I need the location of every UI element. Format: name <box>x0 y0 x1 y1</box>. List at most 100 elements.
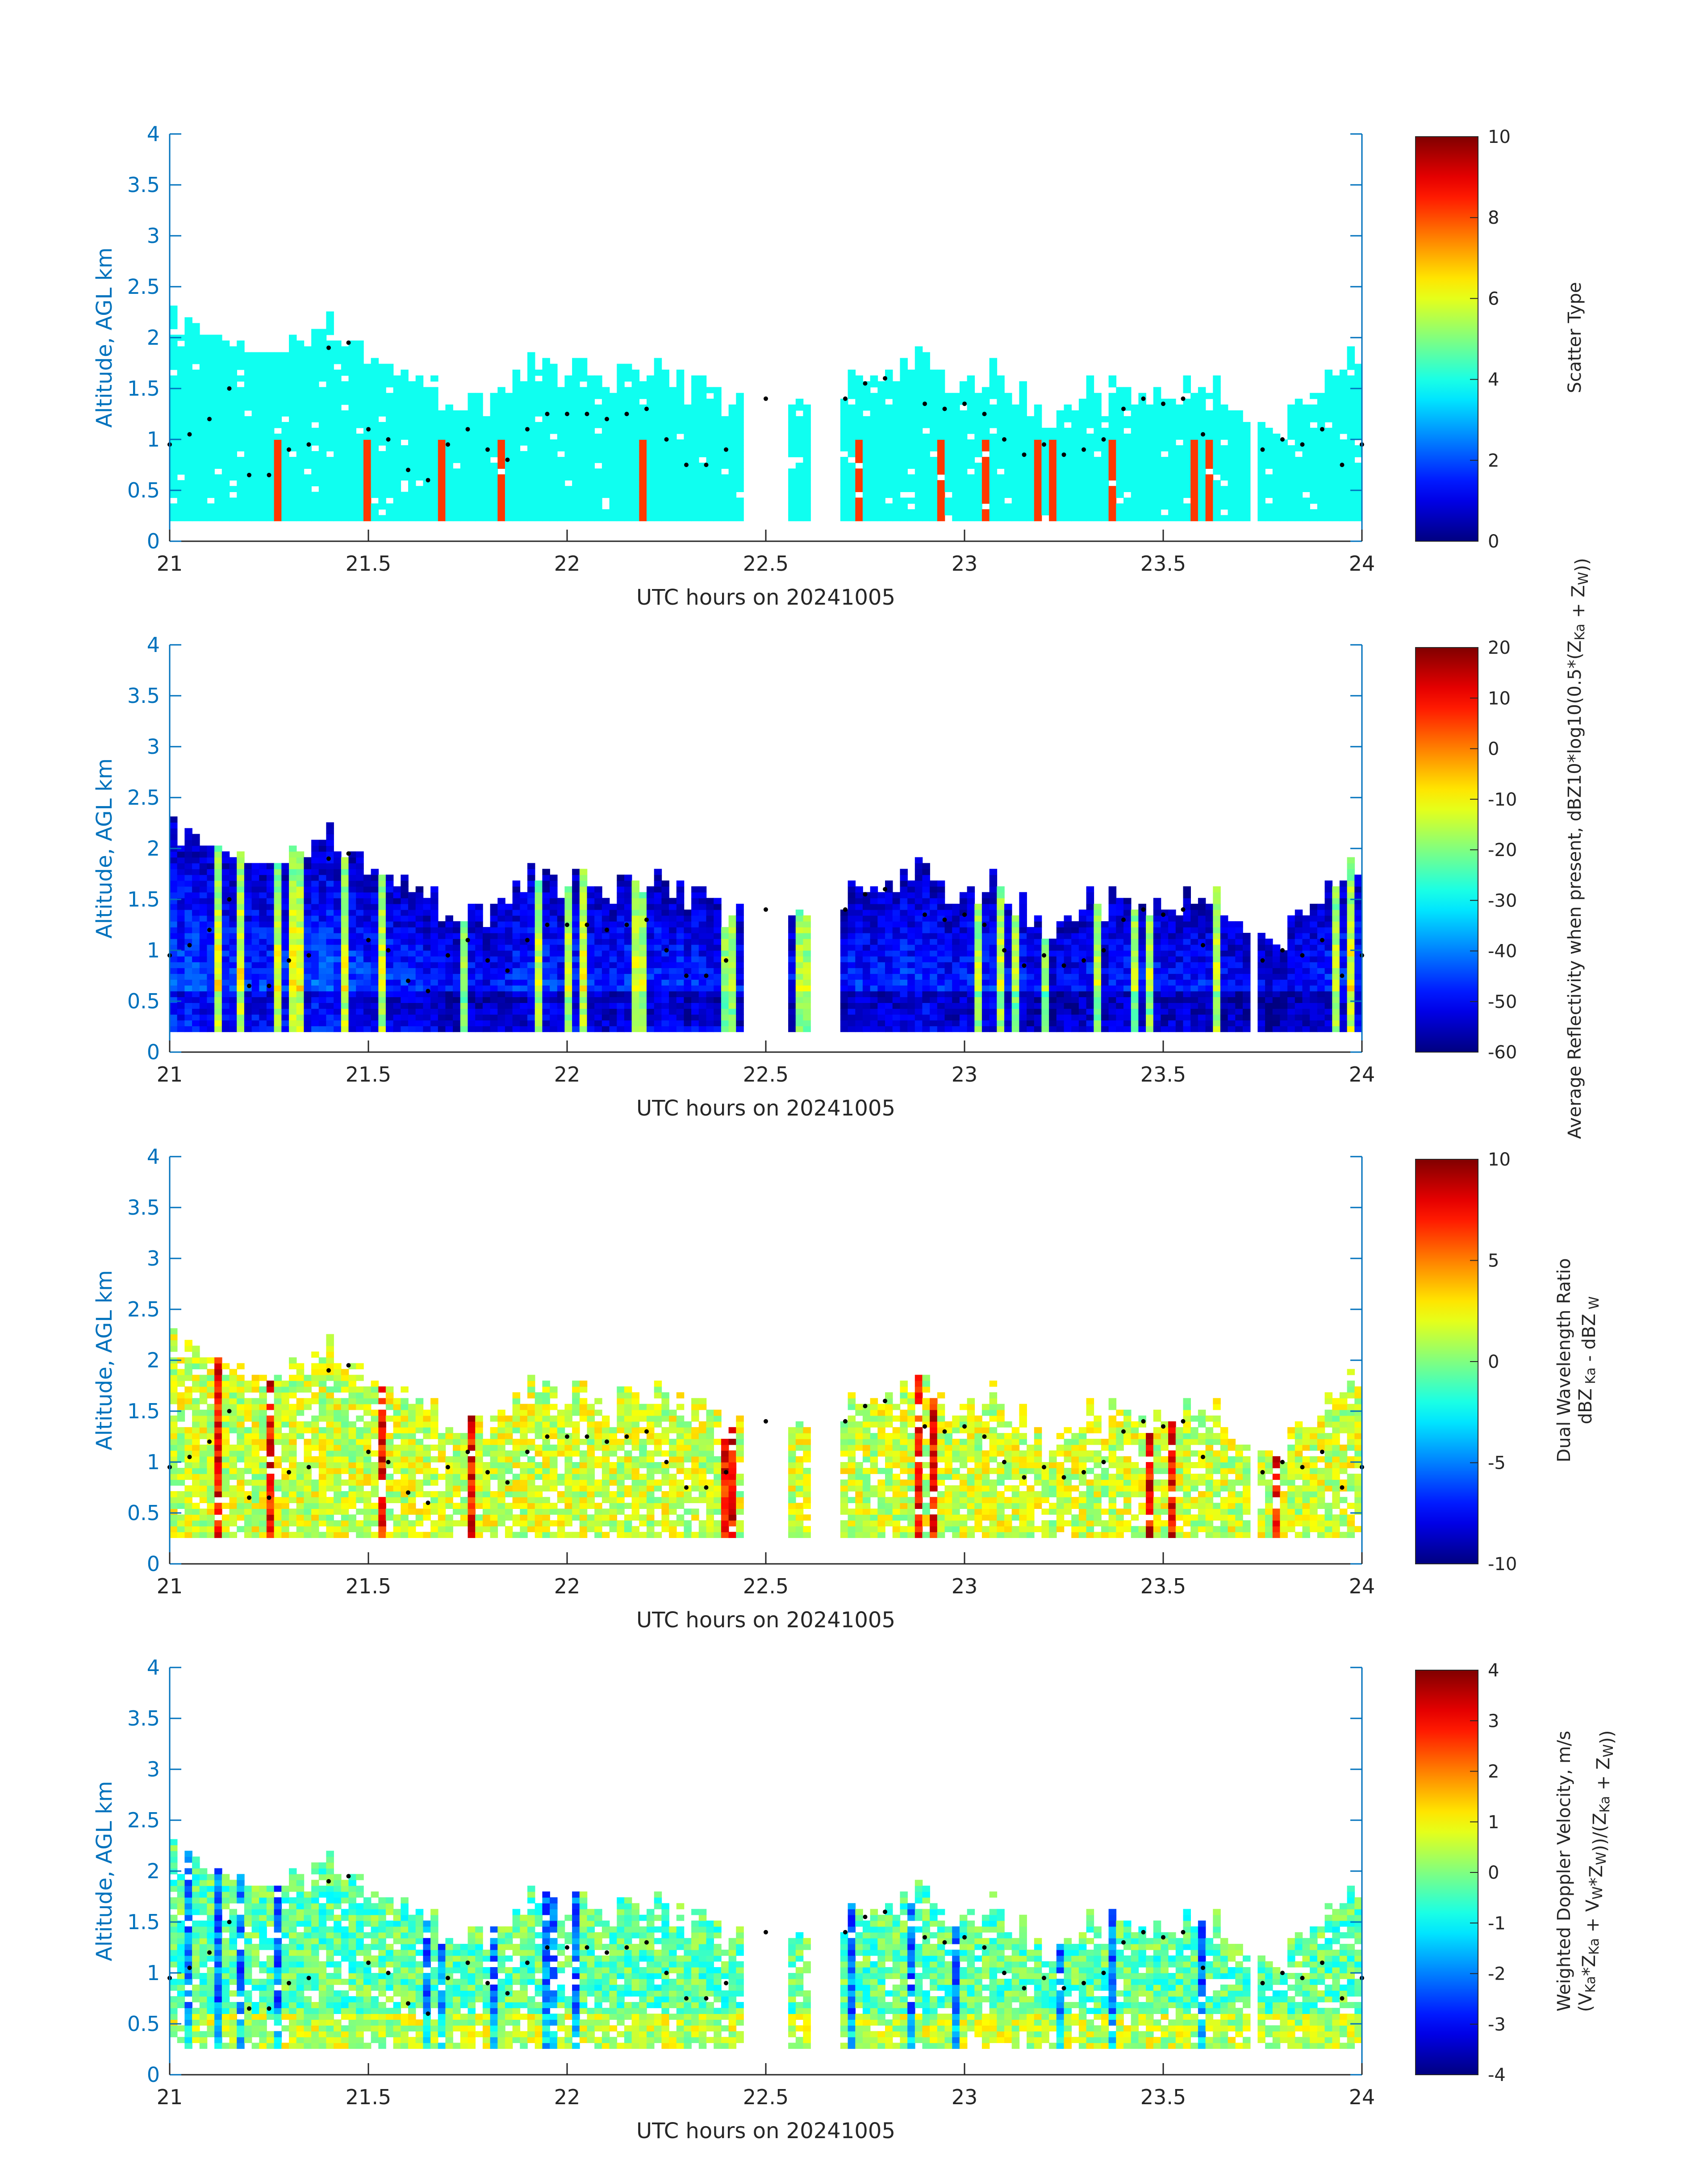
heatmap-cell <box>684 497 692 504</box>
heatmap-cell <box>564 515 572 522</box>
heatmap-cell <box>460 927 468 933</box>
heatmap-cell <box>579 387 588 393</box>
heatmap-cell <box>1228 468 1236 475</box>
heatmap-cell <box>199 410 208 417</box>
heatmap-cell <box>848 393 856 399</box>
heatmap-cell <box>1078 416 1087 422</box>
heatmap-cell <box>170 398 178 405</box>
heatmap-cell <box>1078 427 1087 434</box>
heatmap-cell <box>259 497 267 504</box>
heatmap-cell <box>1354 398 1362 405</box>
heatmap-cell <box>1280 445 1288 451</box>
heatmap-cell <box>356 950 364 957</box>
heatmap-cell <box>259 369 267 376</box>
heatmap-cell <box>706 515 714 522</box>
heatmap-cell <box>229 410 237 417</box>
heatmap-cell <box>512 898 521 904</box>
heatmap-cell <box>214 1014 222 1021</box>
heatmap-cell <box>177 944 185 951</box>
heatmap-cell <box>356 352 364 359</box>
heatmap-cell <box>601 480 610 486</box>
heatmap-cell <box>318 1026 327 1032</box>
heatmap-cell <box>1101 492 1109 498</box>
heatmap-cell <box>527 439 535 446</box>
heatmap-cell <box>691 451 699 457</box>
heatmap-cell <box>475 480 483 486</box>
heatmap-cell <box>1257 427 1265 434</box>
heatmap-cell <box>1086 515 1094 522</box>
heatmap-cell <box>237 474 245 481</box>
heatmap-cell <box>1302 509 1310 516</box>
heatmap-cell <box>654 416 662 422</box>
heatmap-cell <box>661 503 669 510</box>
heatmap-cell <box>579 468 588 475</box>
heatmap-cell <box>877 480 885 486</box>
heatmap-cell <box>334 457 342 463</box>
heatmap-cell <box>296 509 305 516</box>
heatmap-cell <box>698 445 707 451</box>
heatmap-cell <box>1295 404 1303 411</box>
heatmap-cell <box>1146 486 1154 492</box>
heatmap-cell <box>244 387 252 393</box>
heatmap-cell <box>326 468 334 475</box>
heatmap-cell <box>385 903 394 910</box>
heatmap-cell <box>922 434 930 440</box>
heatmap-cell <box>922 509 930 516</box>
heatmap-cell <box>170 474 178 481</box>
heatmap-cell <box>1205 492 1214 498</box>
heatmap-cell <box>214 845 222 852</box>
heatmap-cell <box>601 509 610 516</box>
heatmap-cell <box>1161 515 1169 522</box>
heatmap-cell <box>281 886 289 893</box>
heatmap-cell <box>1347 364 1355 370</box>
heatmap-cell <box>296 445 305 451</box>
heatmap-cell <box>497 903 505 910</box>
heatmap-cell <box>244 503 252 510</box>
heatmap-cell <box>564 474 572 481</box>
heatmap-cell <box>289 381 297 388</box>
heatmap-cell <box>542 422 550 428</box>
heatmap-cell <box>356 869 364 875</box>
heatmap-cell <box>922 352 930 359</box>
heatmap-cell <box>214 457 222 463</box>
heatmap-cell <box>952 468 960 475</box>
heatmap-cell <box>1086 393 1094 399</box>
heatmap-cell <box>997 515 1005 522</box>
heatmap-cell <box>1034 422 1042 428</box>
heatmap-cell <box>601 451 610 457</box>
heatmap-cell <box>930 427 938 434</box>
heatmap-cell <box>430 445 438 451</box>
heatmap-cell <box>661 369 669 376</box>
heatmap-cell <box>356 439 364 446</box>
heatmap-cell <box>698 381 707 388</box>
heatmap-cell <box>326 404 334 411</box>
heatmap-cell <box>1146 434 1154 440</box>
heatmap-cell <box>371 404 379 411</box>
heatmap-cell <box>326 903 334 910</box>
heatmap-cell <box>1332 439 1340 446</box>
heatmap-cell <box>259 903 267 910</box>
heatmap-cell <box>505 434 513 440</box>
heatmap-cell <box>289 358 297 364</box>
heatmap-cell <box>289 909 297 916</box>
heatmap-cell <box>274 903 282 910</box>
heatmap-cell <box>1041 497 1049 504</box>
heatmap-cell <box>184 857 192 864</box>
heatmap-cell <box>698 387 707 393</box>
heatmap-cell <box>892 503 901 510</box>
heatmap-cell <box>207 956 215 962</box>
heatmap-cell <box>423 416 431 422</box>
heatmap-cell <box>177 422 185 428</box>
cloud-base-dot <box>684 463 689 467</box>
heatmap-cell <box>468 1026 476 1032</box>
heatmap-cell <box>631 463 640 469</box>
heatmap-cell <box>229 915 237 922</box>
heatmap-cell <box>177 381 185 388</box>
heatmap-cell <box>356 909 364 916</box>
heatmap-cell <box>1302 468 1310 475</box>
heatmap-cell <box>304 886 312 893</box>
heatmap-cell <box>475 927 483 933</box>
heatmap-cell <box>460 932 468 939</box>
heatmap-cell <box>266 938 275 945</box>
heatmap-cell <box>1243 497 1251 504</box>
